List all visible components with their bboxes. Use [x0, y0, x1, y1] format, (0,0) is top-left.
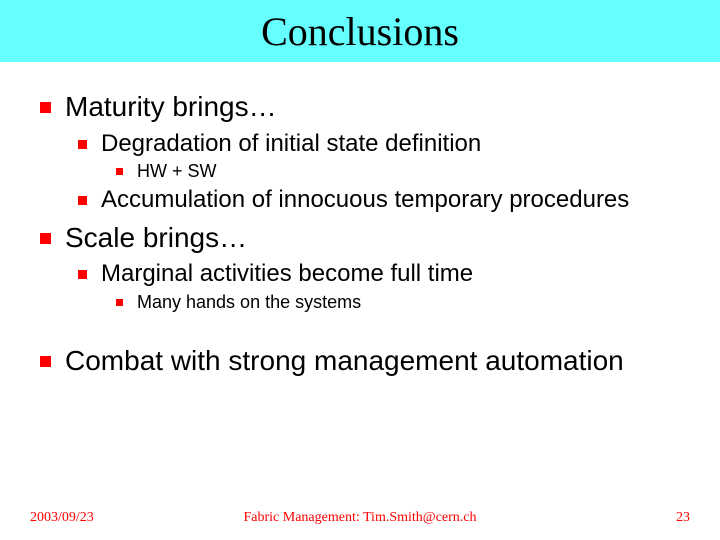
bullet-text: HW + SW — [137, 160, 217, 183]
bullet-l1: Combat with strong management automation — [40, 344, 680, 378]
slide-footer: 2003/09/23 Fabric Management: Tim.Smith@… — [0, 510, 720, 526]
bullet-l2: Degradation of initial state definition — [78, 130, 680, 159]
bullet-text: Degradation of initial state definition — [101, 130, 481, 159]
bullet-icon — [116, 299, 123, 306]
bullet-l2: Marginal activities become full time — [78, 260, 680, 289]
bullet-icon — [78, 196, 87, 205]
bullet-icon — [78, 140, 87, 149]
footer-center: Fabric Management: Tim.Smith@cern.ch — [244, 510, 477, 526]
bullet-l2: Accumulation of innocuous temporary proc… — [78, 186, 680, 215]
bullet-text: Accumulation of innocuous temporary proc… — [101, 186, 629, 215]
bullet-icon — [78, 270, 87, 279]
bullet-icon — [40, 233, 51, 244]
slide-title: Conclusions — [261, 8, 459, 55]
bullet-l1: Maturity brings… — [40, 90, 680, 124]
bullet-icon — [40, 356, 51, 367]
bullet-l3: Many hands on the systems — [116, 291, 680, 314]
bullet-text: Combat with strong management automation — [65, 344, 624, 378]
bullet-text: Many hands on the systems — [137, 291, 361, 314]
bullet-icon — [116, 168, 123, 175]
bullet-text: Scale brings… — [65, 221, 247, 255]
bullet-text: Maturity brings… — [65, 90, 277, 124]
footer-page: 23 — [676, 510, 690, 526]
bullet-l3: HW + SW — [116, 160, 680, 183]
bullet-text: Marginal activities become full time — [101, 260, 473, 289]
bullet-l1: Scale brings… — [40, 221, 680, 255]
slide-content: Maturity brings… Degradation of initial … — [0, 62, 720, 378]
title-bar: Conclusions — [0, 0, 720, 62]
footer-date: 2003/09/23 — [30, 510, 94, 526]
bullet-icon — [40, 102, 51, 113]
